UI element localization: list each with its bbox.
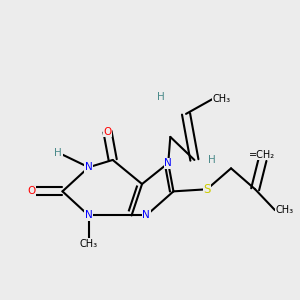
Text: CH₃: CH₃ bbox=[212, 94, 230, 104]
Text: N: N bbox=[142, 210, 150, 220]
Text: N: N bbox=[85, 162, 92, 172]
Text: S: S bbox=[203, 183, 211, 196]
Text: O: O bbox=[27, 186, 35, 197]
Text: H: H bbox=[208, 155, 216, 165]
Text: CH₃: CH₃ bbox=[275, 205, 293, 215]
Text: N: N bbox=[164, 158, 172, 168]
Text: O: O bbox=[103, 127, 112, 137]
Text: N: N bbox=[85, 210, 92, 220]
Text: CH₃: CH₃ bbox=[80, 239, 98, 249]
Text: =CH₂: =CH₂ bbox=[249, 150, 275, 160]
Text: H: H bbox=[54, 148, 62, 158]
Text: H: H bbox=[157, 92, 165, 102]
